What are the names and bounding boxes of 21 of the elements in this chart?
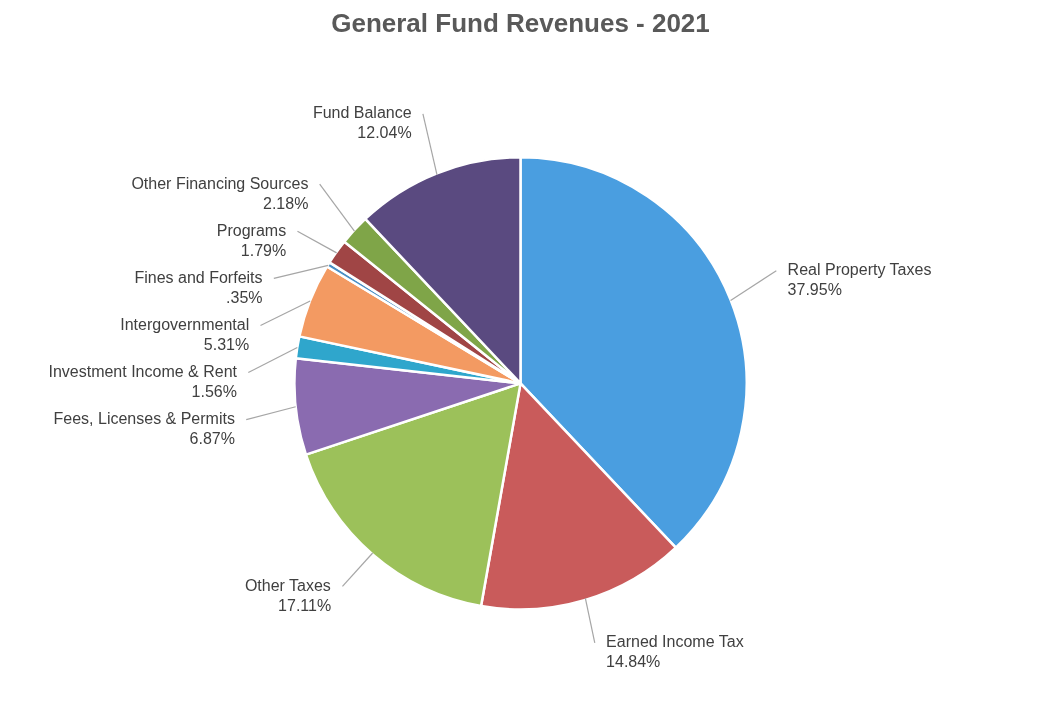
slice-label: Intergovernmental: [120, 315, 250, 333]
slice-label: Other Taxes: [244, 576, 331, 594]
slice-label: Real Property Taxes: [787, 261, 932, 279]
data-label: .35%: [226, 288, 263, 306]
slice-label: Programs: [216, 221, 287, 239]
slice-label: Investment Income & Rent: [48, 362, 238, 380]
slice-label: Fees, Licenses & Permits: [53, 410, 235, 428]
data-label: 2.18%: [263, 194, 309, 212]
data-label: 1.56%: [191, 383, 237, 401]
slice-label: Fund Balance: [312, 104, 412, 122]
data-label: 12.04%: [357, 124, 412, 142]
data-label: 17.11%: [278, 596, 332, 614]
data-label: 1.79%: [240, 241, 287, 259]
data-label: 14.84%: [606, 653, 661, 671]
chart-title: General Fund Revenues - 2021: [331, 7, 710, 38]
data-label: 37.95%: [787, 281, 842, 299]
slice-label: Other Financing Sources: [131, 174, 309, 192]
slice-label: Fines and Forfeits: [134, 268, 263, 286]
slice-label: Earned Income Tax: [606, 633, 744, 651]
data-label: 6.87%: [189, 430, 235, 448]
data-label: 5.31%: [203, 336, 250, 354]
